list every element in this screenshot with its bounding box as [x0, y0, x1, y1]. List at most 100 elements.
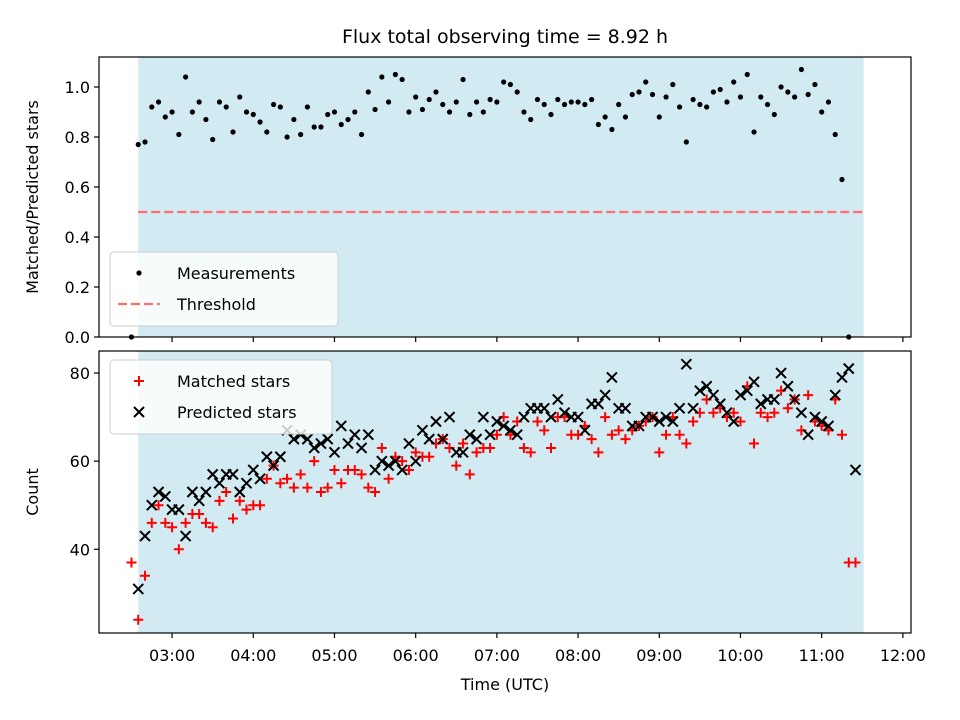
measurement-point [582, 101, 588, 108]
y-tick-label: 0.8 [65, 128, 90, 147]
measurement-point [257, 119, 263, 125]
y-tick-label: 1.0 [65, 78, 90, 97]
predicted-stars-point [146, 499, 158, 511]
measurement-point [704, 104, 710, 110]
x-tick-label: 12:00 [880, 646, 926, 665]
measurement-point [771, 111, 777, 118]
measurement-point [541, 101, 547, 108]
measurement-point [473, 99, 480, 105]
matched-stars-point [410, 447, 421, 458]
predicted-stars-point [234, 486, 246, 498]
matched-stars-point [661, 429, 672, 440]
matched-stars-point [140, 570, 151, 581]
predicted-stars-point [741, 384, 753, 397]
matched-stars-point [241, 504, 252, 515]
legend-marker [136, 270, 142, 276]
measurement-point [690, 96, 696, 103]
measurement-point [609, 126, 615, 133]
measurement-point [643, 79, 649, 85]
series-plus [126, 381, 861, 625]
matched-stars-point [749, 438, 760, 449]
predicted-stars-point [409, 455, 422, 467]
matched-stars-point [234, 495, 245, 506]
matched-stars-point [546, 442, 557, 453]
measurement-point [602, 114, 608, 120]
measurement-point [805, 91, 811, 98]
predicted-stars-point [335, 420, 347, 432]
measurement-point [453, 99, 459, 105]
measurement-point [162, 114, 168, 120]
measurement-point [737, 94, 744, 100]
axes-frame [98, 56, 912, 338]
y-tick-label: 0.2 [65, 278, 90, 297]
matched-stars-point [458, 438, 469, 449]
legend-marker [134, 376, 144, 386]
matched-stars-point [735, 416, 746, 427]
matched-stars-point [275, 478, 286, 489]
measurement-point [555, 96, 561, 103]
measurement-point [284, 134, 290, 140]
matched-stars-point [600, 412, 611, 423]
predicted-stars-point [707, 389, 720, 401]
measurement-point [812, 81, 818, 88]
measurement-point [670, 81, 676, 88]
predicted-stars-point [247, 464, 259, 476]
matched-stars-point [322, 482, 333, 493]
measurement-point [331, 109, 338, 115]
measurement-point [386, 99, 392, 105]
predicted-stars-point [267, 459, 280, 472]
predicted-stars-point [667, 415, 679, 428]
predicted-stars-point [484, 429, 496, 441]
measurement-point [352, 109, 358, 115]
predicted-stars-point [497, 420, 510, 432]
y-tick-label: 80 [70, 364, 90, 383]
y-axis-label: Matched/Predicted stars [23, 100, 42, 294]
predicted-stars-point [633, 420, 645, 432]
measurement-point [467, 111, 473, 118]
matched-stars-point [153, 500, 164, 511]
measurement-point [622, 114, 629, 120]
matched-stars-point [782, 403, 793, 414]
measurement-point [460, 76, 466, 83]
legend-marker [133, 406, 145, 418]
y-tick-label: 0.6 [65, 178, 90, 197]
legend-label: Threshold [176, 295, 256, 314]
predicted-stars-point [673, 402, 686, 414]
matched-stars-point [755, 407, 766, 418]
predicted-stars-point [545, 411, 557, 423]
predicted-stars-point [511, 429, 523, 441]
x-tick-label: 11:00 [799, 646, 845, 665]
measurement-point [264, 129, 270, 135]
predicted-stars-point [139, 530, 151, 542]
measurement-point [744, 71, 750, 78]
x-tick-label: 10:00 [717, 646, 763, 665]
measurement-point [819, 109, 825, 115]
predicted-stars-point [653, 415, 665, 428]
predicted-stars-point [443, 411, 456, 423]
measurement-point [676, 104, 683, 110]
matched-stars-point [336, 478, 347, 489]
predicted-stars-point [274, 451, 287, 463]
matched-stars-point [613, 425, 624, 436]
predicted-stars-point [849, 464, 862, 476]
predicted-stars-point [308, 442, 320, 454]
matched-stars-point [620, 434, 631, 445]
measurement-point [697, 101, 703, 108]
measurement-point [365, 89, 371, 95]
predicted-stars-point [829, 389, 841, 401]
predicted-stars-point [579, 424, 591, 437]
measurement-point [372, 106, 378, 113]
y-tick-label: 60 [70, 452, 90, 471]
matched-stars-point [309, 456, 320, 467]
measurement-point [223, 104, 229, 110]
measurement-point [514, 89, 520, 95]
measurement-point [358, 131, 365, 138]
predicted-stars-point [382, 459, 395, 472]
matched-stars-point [464, 469, 475, 480]
matched-stars-point [180, 517, 191, 528]
predicted-stars-point [416, 424, 429, 437]
predicted-stars-point [687, 402, 699, 414]
panel-0: 0.0 0.2 0.4 0.6 0.8 1.0 Matched/Predicted star… [23, 56, 912, 347]
matched-stars-point [708, 407, 719, 418]
